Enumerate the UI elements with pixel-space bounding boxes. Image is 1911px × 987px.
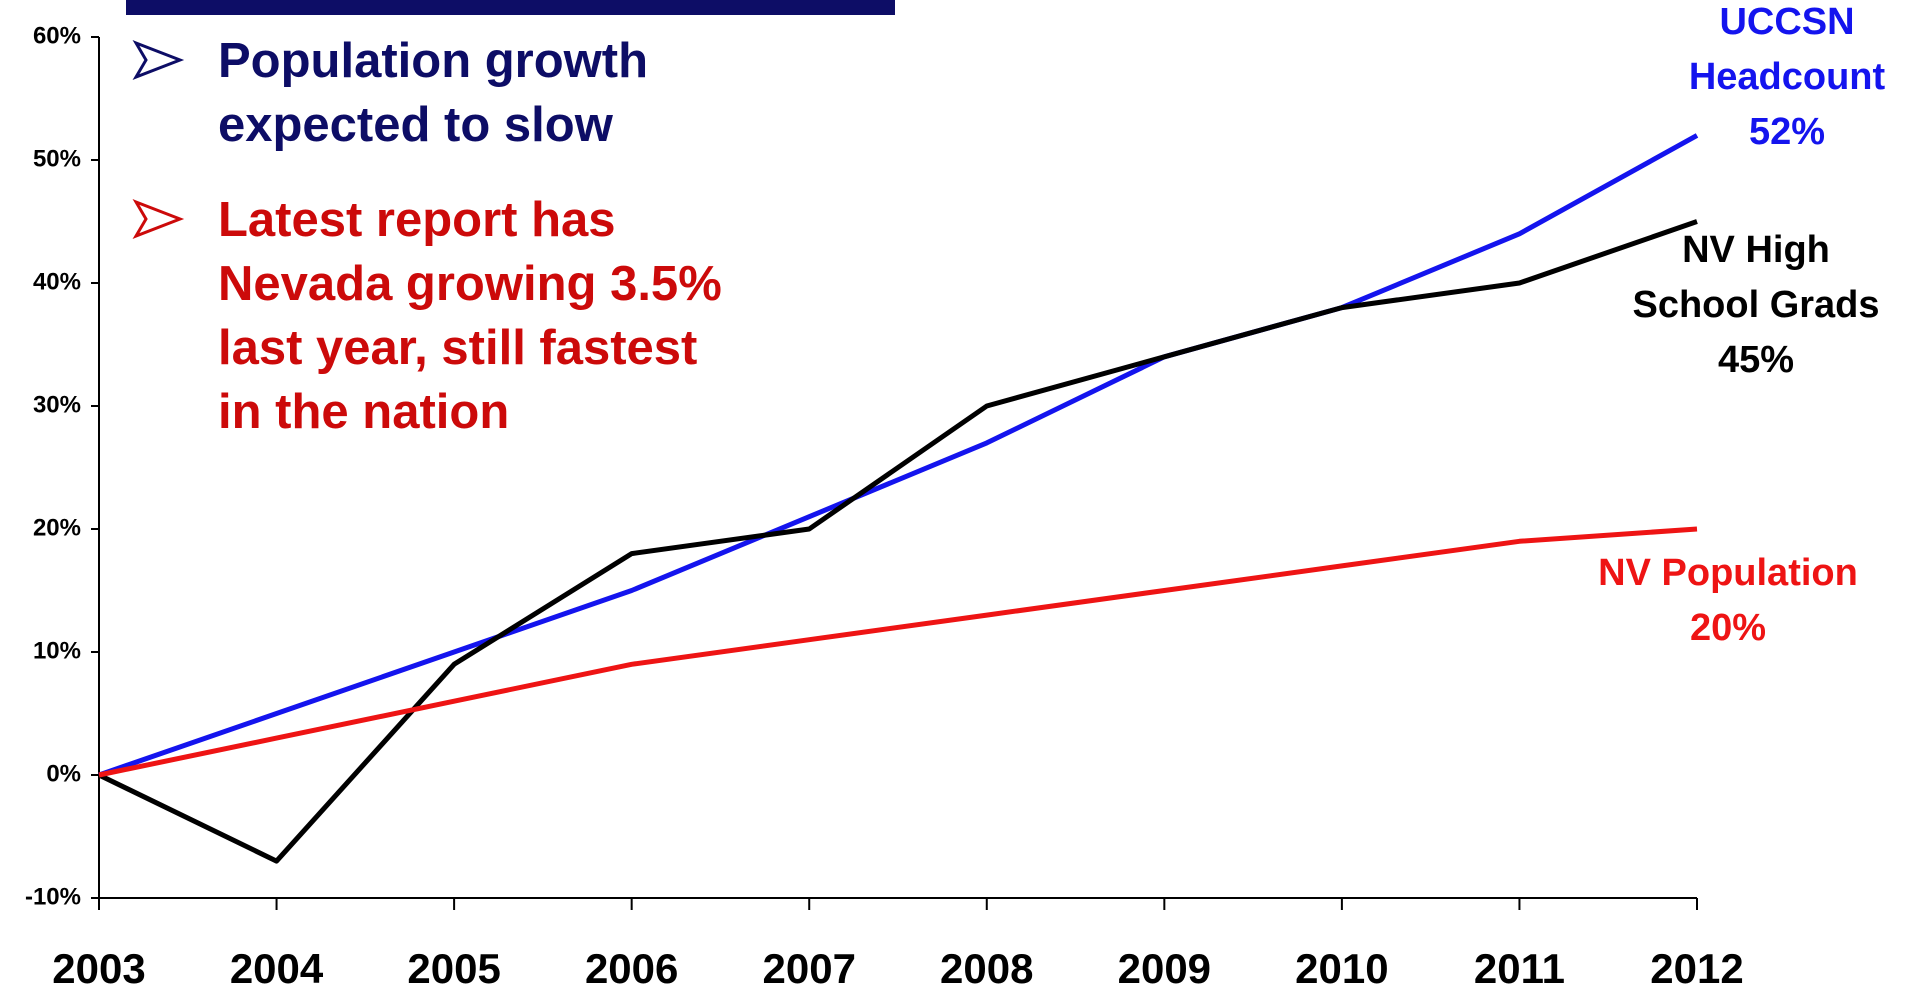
x-tick-label: 2004 [230, 945, 324, 987]
y-tick-label: 20% [33, 514, 81, 541]
x-tick-label: 2008 [940, 945, 1033, 987]
y-tick-label: -10% [25, 883, 81, 910]
series-label: 20% [1690, 607, 1766, 649]
series-label: School Grads [1632, 284, 1879, 326]
x-tick-label: 2009 [1118, 945, 1211, 987]
title-banner [126, 0, 895, 15]
x-tick-label: 2006 [585, 945, 678, 987]
series-line [97, 219, 1698, 864]
x-tick-label: 2011 [1474, 945, 1565, 987]
bullet-text: Population growth [218, 34, 648, 88]
series-label: NV Population [1598, 552, 1858, 594]
bullet-text: last year, still fastest [218, 321, 697, 375]
y-tick-label: 50% [33, 145, 81, 172]
y-tick-label: 10% [33, 637, 81, 664]
y-tick-label: 0% [46, 760, 81, 787]
y-tick-label: 60% [33, 22, 81, 49]
y-tick-label: 30% [33, 391, 81, 418]
bullet-text: Latest report has [218, 193, 616, 247]
series-label: UCCSN [1719, 1, 1854, 43]
series-label: NV High [1682, 229, 1830, 271]
series-label: Headcount [1689, 56, 1886, 98]
x-tick-label: 2012 [1650, 945, 1743, 987]
x-tick-label: 2007 [763, 945, 856, 987]
y-tick-label: 40% [33, 268, 81, 295]
bullet-text: Nevada growing 3.5% [218, 257, 722, 311]
x-tick-label: 2003 [52, 945, 145, 987]
bullet-arrow [132, 199, 185, 239]
series-line [98, 526, 1698, 778]
bullet-arrow [132, 40, 185, 80]
series-label: 52% [1749, 111, 1825, 153]
series-label: 45% [1718, 339, 1794, 381]
x-tick-label: 2005 [407, 945, 500, 987]
series-line [98, 133, 1699, 778]
x-tick-label: 2010 [1295, 945, 1388, 987]
bullet-text: expected to slow [218, 98, 614, 152]
bullet-text: in the nation [218, 385, 509, 439]
